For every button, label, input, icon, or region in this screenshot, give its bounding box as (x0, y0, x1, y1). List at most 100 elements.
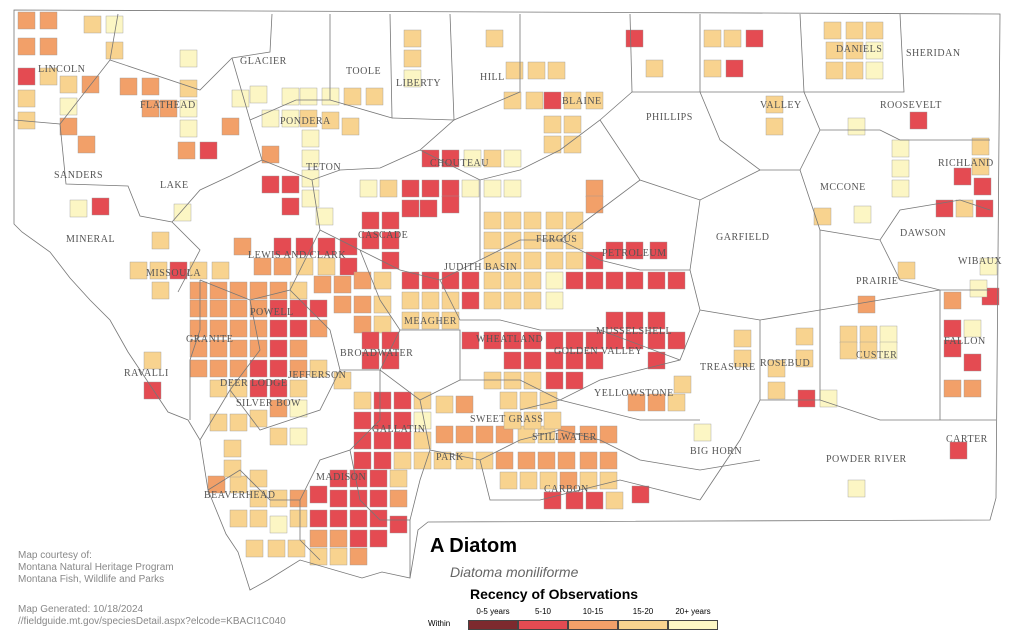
observation-square (897, 261, 916, 280)
observation-square (269, 399, 288, 418)
observation-square (543, 491, 562, 510)
observation-square (733, 349, 752, 368)
observation-square (421, 149, 440, 168)
observation-square (421, 311, 440, 330)
county-line (699, 320, 761, 501)
observation-square (527, 61, 546, 80)
county-label: SILVER BOW (236, 398, 301, 409)
county-label: FLATHEAD (140, 100, 196, 111)
observation-square (557, 451, 576, 470)
observation-square (249, 409, 268, 428)
observation-square (413, 391, 432, 410)
county-label: WHEATLAND (476, 334, 543, 345)
observation-square (301, 149, 320, 168)
observation-square (499, 471, 518, 490)
observation-square (563, 135, 582, 154)
county-label: ROOSEVELT (880, 100, 942, 111)
observation-square (365, 87, 384, 106)
observation-square (189, 299, 208, 318)
observation-square (189, 359, 208, 378)
legend-swatch-0-5 (468, 620, 518, 630)
observation-square (249, 489, 268, 508)
observation-square (189, 281, 208, 300)
legend-within-label: Within (428, 619, 451, 628)
observation-square (627, 393, 646, 412)
credits-line-2: Montana Natural Heritage Program (18, 562, 174, 573)
observation-square (261, 109, 280, 128)
observation-square (231, 89, 250, 108)
map-credits: Map courtesy of: Montana Natural Heritag… (18, 550, 174, 586)
legend-title: Recency of Observations (470, 586, 639, 602)
observation-square (309, 319, 328, 338)
county-label: TREASURE (700, 362, 756, 373)
observation-square (317, 257, 336, 276)
observation-square (269, 359, 288, 378)
observation-square (77, 135, 96, 154)
observation-square (169, 261, 188, 280)
observation-square (261, 145, 280, 164)
observation-square (389, 469, 408, 488)
observation-square (839, 325, 858, 344)
county-line (559, 179, 641, 241)
observation-square (647, 393, 666, 412)
observation-square (211, 261, 230, 280)
observation-square (565, 351, 584, 370)
observation-square (845, 21, 864, 40)
county-label: BEAVERHEAD (204, 490, 275, 501)
observation-square (281, 175, 300, 194)
observation-square (605, 491, 624, 510)
generated-date: Map Generated: 10/18/2024 (18, 604, 144, 615)
observation-square (599, 425, 618, 444)
observation-square (249, 379, 268, 398)
observation-square (273, 237, 292, 256)
legend-label-20plus: 20+ years (675, 607, 711, 616)
observation-square (349, 509, 368, 528)
observation-square (767, 381, 786, 400)
observation-square (963, 379, 982, 398)
observation-square (585, 271, 604, 290)
legend-label-15-20: 15-20 (632, 607, 654, 616)
county-label: BROADWATER (340, 348, 413, 359)
observation-square (523, 251, 542, 270)
county-line (299, 500, 321, 561)
observation-square (361, 331, 380, 350)
county-label: FALLON (944, 336, 986, 347)
observation-square (605, 271, 624, 290)
observation-square (545, 331, 564, 350)
observation-square (353, 431, 372, 450)
observation-square (565, 211, 584, 230)
observation-square (381, 351, 400, 370)
observation-square (537, 451, 556, 470)
observation-square (339, 257, 358, 276)
county-label: MEAGHER (404, 316, 457, 327)
observation-square (91, 197, 110, 216)
observation-square (369, 469, 388, 488)
observation-square (973, 177, 992, 196)
observation-square (381, 211, 400, 230)
observation-square (943, 339, 962, 358)
observation-square (309, 485, 328, 504)
observation-square (503, 271, 522, 290)
observation-square (955, 199, 974, 218)
observation-square (249, 85, 268, 104)
county-line (229, 289, 341, 431)
observation-square (353, 451, 372, 470)
observation-square (341, 117, 360, 136)
county-label: CARBON (544, 484, 589, 495)
observation-square (353, 315, 372, 334)
observation-square (173, 203, 192, 222)
observation-square (329, 509, 348, 528)
credits-line-1: Map courtesy of: (18, 550, 92, 561)
observation-square (289, 299, 308, 318)
observation-square (503, 371, 522, 390)
observation-square (545, 231, 564, 250)
observation-square (39, 37, 58, 56)
county-label: PHILLIPS (646, 112, 693, 123)
county-label: GRANITE (186, 334, 233, 345)
observation-square (585, 91, 604, 110)
observation-square (17, 11, 36, 30)
observation-square (209, 299, 228, 318)
observation-square (309, 529, 328, 548)
county-label: POWDER RIVER (826, 454, 907, 465)
observation-square (301, 169, 320, 188)
